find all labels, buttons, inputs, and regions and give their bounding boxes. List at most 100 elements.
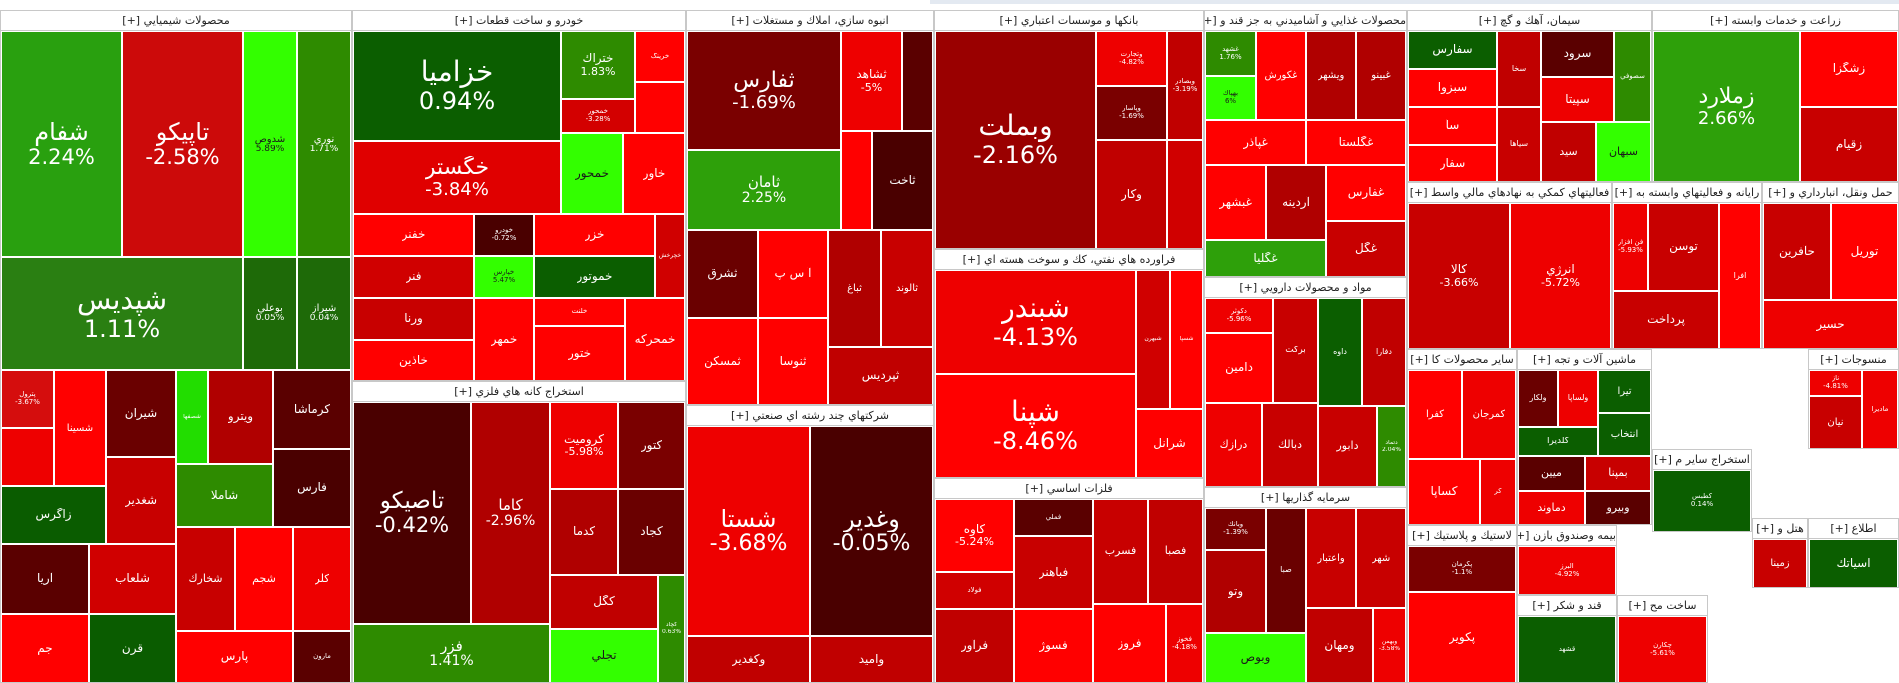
treemap-tile[interactable]: خزر — [534, 214, 655, 256]
sector-title[interactable]: محصولات شيميايي [+] — [1, 11, 351, 31]
treemap-tile[interactable]: شصفها — [176, 370, 208, 464]
treemap-tile[interactable]: شسينا — [54, 370, 106, 486]
treemap-tile[interactable]: خلنت — [534, 298, 625, 326]
treemap-tile[interactable]: غگل — [1326, 221, 1406, 276]
treemap-tile[interactable]: سرود — [1541, 31, 1614, 77]
treemap-tile[interactable]: آريا — [1, 544, 89, 614]
treemap-tile[interactable]: ثالوند — [881, 230, 933, 347]
treemap-tile[interactable]: غگليا — [1205, 240, 1326, 276]
treemap-tile[interactable]: ثاخت — [872, 131, 933, 230]
treemap-tile[interactable]: داوه — [1318, 298, 1362, 406]
treemap-tile[interactable]: وكار — [1096, 140, 1167, 248]
treemap-tile[interactable]: كساپا — [1408, 459, 1480, 524]
treemap-tile[interactable]: فروز — [1093, 604, 1166, 682]
sector-title[interactable]: انبوه سازي، املاك و مستغلات [+] — [687, 11, 933, 31]
treemap-tile[interactable]: غبينو — [1356, 31, 1406, 120]
treemap-tile[interactable]: زقيام — [1800, 107, 1898, 181]
treemap-tile[interactable]: دكوثر -5.96% — [1205, 298, 1273, 333]
treemap-tile[interactable]: دفارا — [1362, 298, 1406, 406]
treemap-tile[interactable]: آردينه — [1266, 165, 1326, 240]
treemap-tile[interactable]: تجلي — [550, 629, 658, 682]
treemap-tile[interactable]: دتماد 2.04% — [1377, 406, 1406, 486]
treemap-tile[interactable]: ومهان — [1306, 608, 1373, 682]
sector-title[interactable]: هتل و [+] — [1753, 519, 1807, 539]
treemap-tile[interactable]: شاملا — [176, 464, 273, 527]
sector-title[interactable]: ساير محصولات كا [+] — [1408, 350, 1516, 370]
treemap-tile[interactable]: كتور — [618, 402, 685, 489]
sector-title[interactable]: فعاليتهاي كمكي به نهادهاي مالي واسط [+] — [1408, 183, 1611, 203]
treemap-tile[interactable]: ثشرق — [687, 230, 758, 318]
treemap-tile[interactable]: بهپاك 6% — [1205, 76, 1256, 120]
treemap-tile[interactable] — [1, 428, 54, 486]
treemap-tile[interactable]: تاصيكو -0.42% — [353, 402, 471, 624]
treemap-tile[interactable]: خمحور -3.28% — [561, 99, 635, 133]
treemap-tile[interactable]: ختراك 1.83% — [561, 31, 635, 99]
treemap-tile[interactable]: ثپرديس — [828, 347, 933, 404]
treemap-tile[interactable]: بمپنا — [1585, 456, 1651, 491]
treemap-tile[interactable]: خمهر — [474, 298, 534, 380]
treemap-tile[interactable] — [902, 31, 933, 131]
treemap-tile[interactable]: پرداخت — [1613, 291, 1719, 348]
treemap-tile[interactable]: وبانك -1.39% — [1205, 508, 1266, 550]
treemap-tile[interactable]: ويشهر — [1306, 31, 1356, 120]
treemap-tile[interactable]: خودرو -0.72% — [474, 214, 534, 256]
treemap-tile[interactable] — [1167, 140, 1203, 248]
treemap-tile[interactable]: انتخاب — [1598, 413, 1651, 456]
treemap-tile[interactable]: دابور — [1318, 406, 1377, 486]
treemap-tile[interactable]: سصوفي — [1614, 31, 1651, 122]
treemap-tile[interactable]: وكغدير — [687, 636, 810, 682]
treemap-tile[interactable]: وبملت -2.16% — [935, 31, 1096, 248]
treemap-tile[interactable]: تاپيكو -2.58% — [122, 31, 243, 257]
treemap-tile[interactable]: كاما -2.96% — [471, 402, 550, 624]
sector-title[interactable]: حمل ونقل، انبارداري و [+] — [1763, 183, 1898, 203]
treemap-tile[interactable]: البرز -4.92% — [1518, 546, 1616, 594]
treemap-tile[interactable]: درازك — [1205, 403, 1262, 486]
treemap-tile[interactable]: كدما — [550, 489, 618, 575]
treemap-tile[interactable]: زشگزا — [1800, 31, 1898, 107]
treemap-tile[interactable]: ماديرا — [1862, 370, 1898, 448]
treemap-tile[interactable]: خاذين — [353, 340, 474, 380]
treemap-tile[interactable]: شرانل — [1136, 409, 1203, 477]
treemap-tile[interactable]: فولاد — [935, 572, 1014, 609]
treemap-tile[interactable]: سخا — [1497, 31, 1541, 107]
treemap-tile[interactable]: سفار — [1408, 145, 1497, 181]
treemap-tile[interactable]: واميد — [810, 636, 933, 682]
treemap-tile[interactable]: كچاد 0.63% — [658, 575, 685, 682]
treemap-tile[interactable]: سياها — [1497, 107, 1541, 181]
treemap-tile[interactable]: فزر 1.41% — [353, 624, 550, 682]
treemap-tile[interactable]: شبهرن — [1136, 270, 1170, 409]
treemap-tile[interactable]: زاگرس — [1, 486, 106, 544]
treemap-tile[interactable]: خرينگ — [635, 31, 685, 82]
treemap-tile[interactable]: انرژي -5.72% — [1510, 203, 1611, 348]
treemap-tile[interactable]: پارس — [176, 631, 293, 682]
treemap-tile[interactable]: تيرا — [1598, 370, 1651, 413]
treemap-tile[interactable]: سپيتا — [1541, 77, 1614, 122]
treemap-tile[interactable]: ثامان 2.25% — [687, 150, 841, 230]
treemap-tile[interactable]: خفنر — [353, 214, 474, 256]
treemap-tile[interactable]: دبالك — [1262, 403, 1318, 486]
treemap-tile[interactable]: نوري 1.71% — [297, 31, 351, 257]
treemap-tile[interactable]: خمحور — [561, 133, 623, 214]
treemap-tile[interactable]: ولساپا — [1558, 370, 1598, 427]
treemap-tile[interactable]: واعتبار — [1306, 508, 1356, 608]
treemap-tile[interactable]: ثمسكن — [687, 318, 758, 404]
treemap-tile[interactable] — [635, 82, 685, 133]
sector-title[interactable]: ماشين آلات و تجه [+] — [1518, 350, 1651, 370]
treemap-tile[interactable]: مارون — [293, 631, 351, 682]
treemap-tile[interactable]: ثشاهد -5% — [841, 31, 902, 131]
treemap-tile[interactable]: شيراز 0.04% — [297, 257, 351, 370]
treemap-tile[interactable]: شفام 2.24% — [1, 31, 122, 257]
sector-title[interactable]: قند و شكر [+] — [1518, 596, 1616, 616]
treemap-tile[interactable]: شيران — [106, 370, 176, 457]
treemap-tile[interactable]: كجاد — [618, 489, 685, 575]
sector-title[interactable]: لاستيك و پلاستيك [+] — [1408, 526, 1516, 546]
treemap-tile[interactable]: زملارد 2.66% — [1653, 31, 1800, 181]
treemap-tile[interactable]: كطبس 0.14% — [1653, 470, 1751, 531]
treemap-tile[interactable]: دامين — [1205, 333, 1273, 403]
treemap-tile[interactable]: جم — [1, 614, 89, 682]
treemap-tile[interactable]: فن افزار -5.93% — [1613, 203, 1648, 291]
treemap-tile[interactable]: ميين — [1518, 456, 1585, 491]
treemap-tile[interactable]: سيد — [1541, 122, 1596, 181]
sector-title[interactable]: ساخت مح [+] — [1618, 596, 1707, 616]
treemap-tile[interactable]: شستا -3.68% — [687, 426, 810, 636]
